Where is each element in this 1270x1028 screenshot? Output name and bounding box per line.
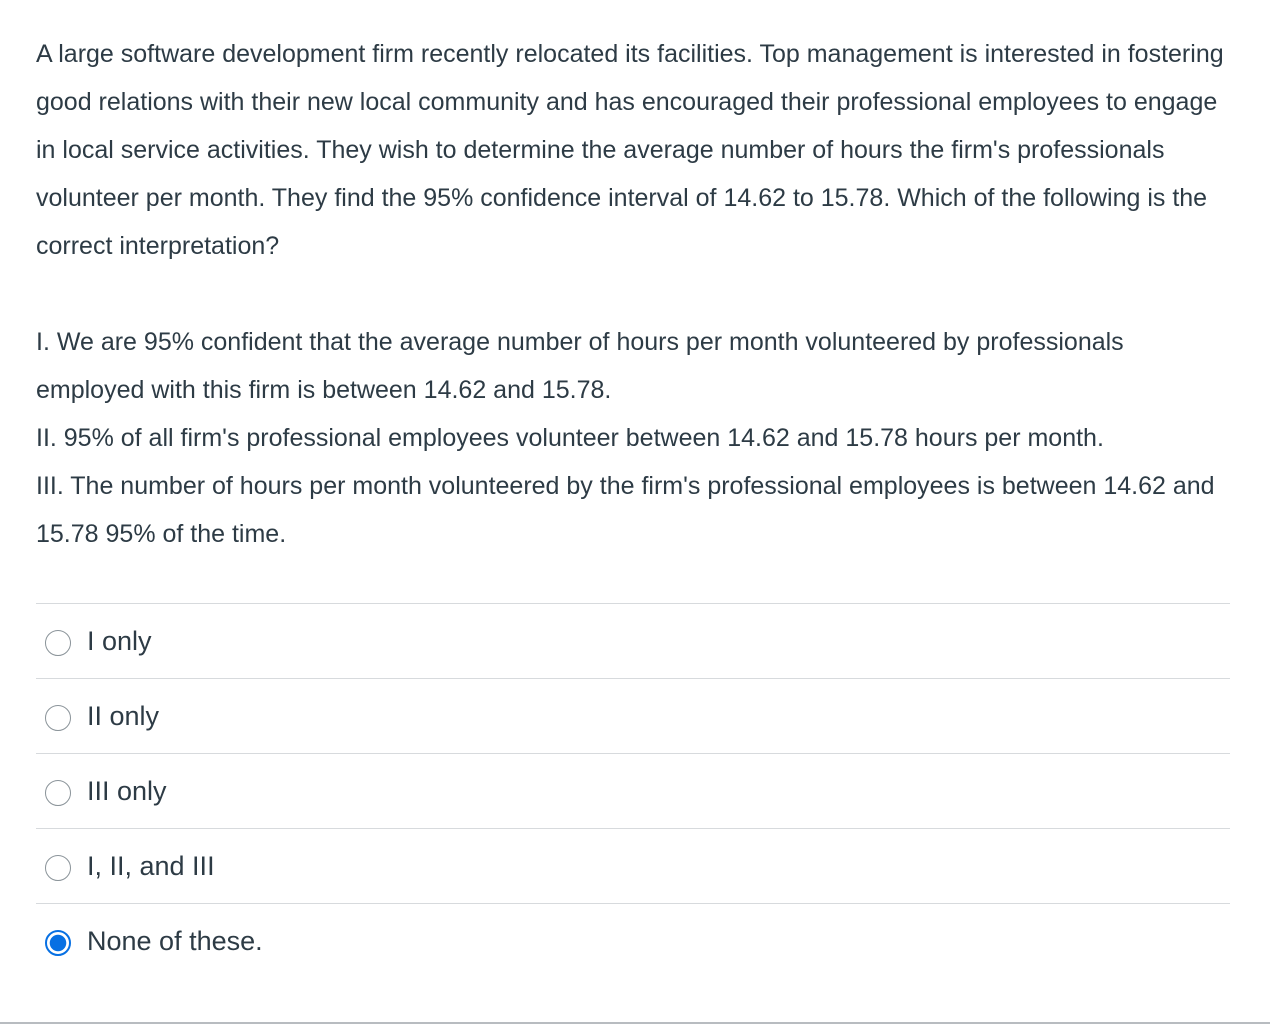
radio-button[interactable] bbox=[45, 930, 71, 956]
answer-label[interactable]: III only bbox=[87, 775, 167, 806]
answer-option-3[interactable]: III only bbox=[36, 753, 1230, 828]
radio-button[interactable] bbox=[45, 855, 71, 881]
question-text: A large software development firm recent… bbox=[36, 30, 1236, 558]
answer-label[interactable]: II only bbox=[87, 700, 160, 731]
statement-3: III. The number of hours per month volun… bbox=[36, 472, 1215, 548]
answer-label[interactable]: I, II, and III bbox=[87, 850, 215, 881]
answer-list: I only II only III only I, II, and III N… bbox=[36, 603, 1230, 978]
answer-option-5[interactable]: None of these. bbox=[36, 903, 1230, 978]
statement-2: II. 95% of all firm's professional emplo… bbox=[36, 424, 1104, 452]
radio-button[interactable] bbox=[45, 705, 71, 731]
answer-option-1[interactable]: I only bbox=[36, 603, 1230, 678]
statement-1: I. We are 95% confident that the average… bbox=[36, 328, 1124, 404]
answer-option-4[interactable]: I, II, and III bbox=[36, 828, 1230, 903]
answer-option-2[interactable]: II only bbox=[36, 678, 1230, 753]
answer-label[interactable]: I only bbox=[87, 625, 152, 656]
radio-button[interactable] bbox=[45, 780, 71, 806]
bottom-divider bbox=[0, 1022, 1270, 1024]
radio-button[interactable] bbox=[45, 630, 71, 656]
answer-label[interactable]: None of these. bbox=[87, 925, 263, 956]
question-prompt: A large software development firm recent… bbox=[36, 40, 1224, 260]
